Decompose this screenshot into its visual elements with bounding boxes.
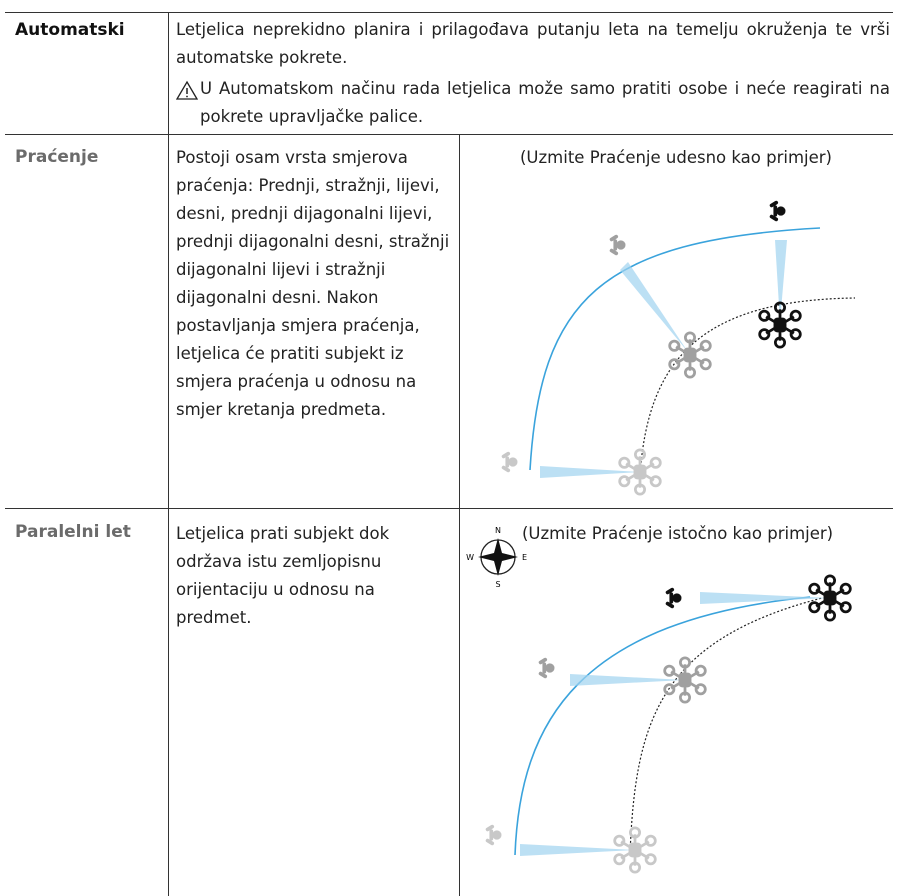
drone — [668, 331, 712, 379]
beam — [700, 592, 830, 604]
row-text: Letjelica prati subjekt dok održava istu… — [176, 524, 390, 627]
beam — [775, 240, 787, 322]
warning-text: U Automatskom načinu rada letjelica može… — [200, 79, 890, 126]
person — [538, 657, 557, 679]
compass-label: E — [522, 553, 527, 562]
row-text: Letjelica neprekidno planira i prilagođa… — [176, 20, 890, 67]
compass: N W E S — [466, 526, 527, 589]
diagram-parallel: N W E S — [466, 526, 852, 874]
beam — [540, 466, 640, 478]
person — [769, 200, 788, 222]
warning: U Automatskom načinu rada letjelica može… — [176, 75, 890, 131]
person — [609, 234, 628, 256]
diagram-following — [501, 200, 856, 496]
compass-label: S — [495, 580, 500, 589]
rule — [5, 508, 893, 509]
person — [501, 451, 520, 473]
row-label: Praćenje — [15, 147, 99, 167]
caption: (Uzmite Praćenje istočno kao primjer) — [522, 524, 834, 543]
row-label: Automatski — [15, 20, 125, 40]
column-rule — [168, 12, 169, 896]
drone — [758, 301, 802, 349]
subject-path — [529, 227, 821, 471]
rule — [5, 12, 893, 13]
caption: (Uzmite Praćenje udesno kao primjer) — [520, 148, 832, 167]
subject-path — [514, 596, 811, 856]
beam — [620, 262, 688, 352]
person — [485, 824, 504, 846]
compass-label: N — [495, 526, 501, 535]
row-text: Postoji osam vrsta smjerova praćenja: Pr… — [176, 148, 450, 419]
beam — [520, 844, 635, 856]
warning-icon — [176, 80, 198, 100]
rule — [5, 134, 893, 135]
person — [665, 587, 684, 609]
drone-path — [629, 597, 823, 856]
drone-path — [639, 297, 856, 476]
row-label: Paralelni let — [15, 522, 131, 542]
beam — [570, 674, 685, 686]
column-rule — [459, 134, 460, 896]
compass-label: W — [466, 553, 474, 562]
